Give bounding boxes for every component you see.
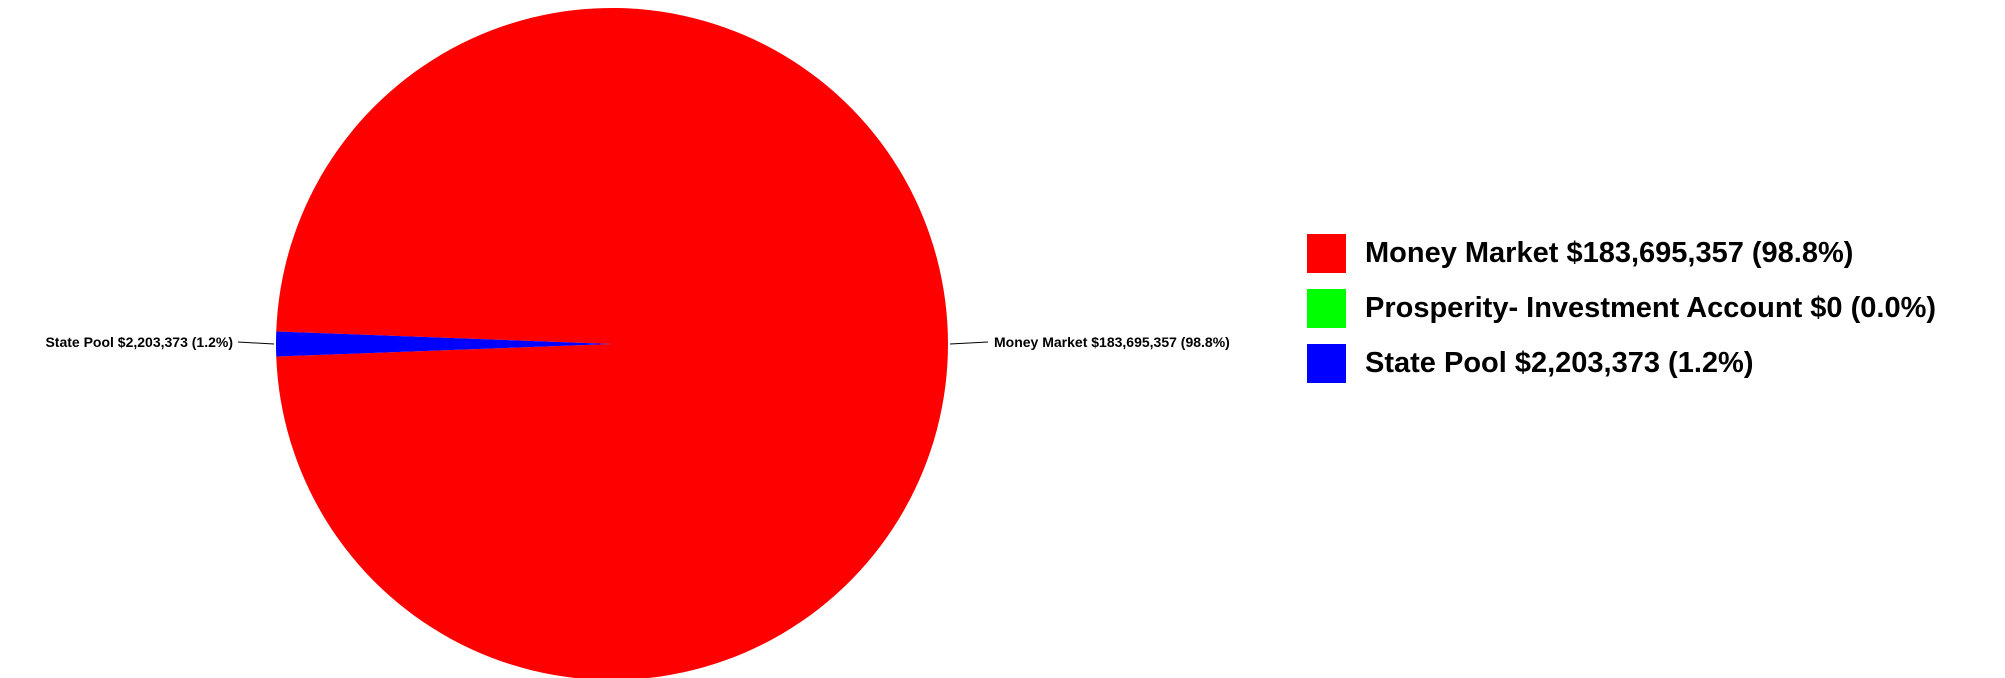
legend-swatch-state-pool [1307, 344, 1346, 383]
legend-label-prosperity-investment-account: Prosperity- Investment Account $0 (0.0%) [1365, 292, 1937, 324]
legend: Money Market $183,695,357 (98.8%) Prospe… [1307, 234, 1936, 399]
slice-labels: Money Market $183,695,357 (98.8%) State P… [45, 334, 1229, 350]
pie-slice-money-market [276, 8, 948, 678]
legend-label-state-pool: State Pool $2,203,373 (1.2%) [1365, 347, 1754, 379]
legend-swatch-prosperity-investment-account [1307, 289, 1346, 328]
leader-line-money-market [949, 341, 989, 345]
slice-label-money-market: Money Market $183,695,357 (98.8%) [994, 334, 1230, 350]
slice-label-state-pool: State Pool $2,203,373 (1.2%) [45, 334, 233, 350]
pie-slice-state-pool [276, 331, 612, 357]
legend-item-prosperity-investment-account: Prosperity- Investment Account $0 (0.0%) [1307, 289, 1936, 328]
leader-line-state-pool [237, 341, 275, 345]
legend-item-state-pool: State Pool $2,203,373 (1.2%) [1307, 344, 1936, 383]
pie-slices [276, 8, 948, 678]
legend-item-money-market: Money Market $183,695,357 (98.8%) [1307, 234, 1936, 273]
legend-label-money-market: Money Market $183,695,357 (98.8%) [1365, 237, 1854, 269]
legend-swatch-money-market [1307, 234, 1346, 273]
